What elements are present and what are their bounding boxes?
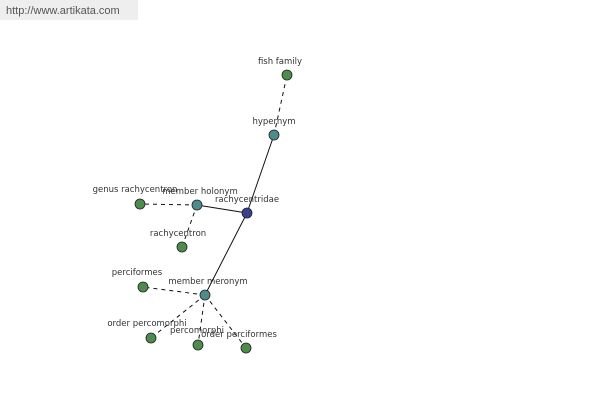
solid-edge [196,204,248,214]
node-label[interactable]: genus rachycentron [93,185,178,195]
node[interactable] [192,339,204,351]
solid-edge [204,212,248,296]
dashed-edge [204,294,247,349]
node[interactable] [199,289,211,301]
node-label[interactable]: percomorphi [170,326,224,336]
node[interactable] [137,281,149,293]
node-label[interactable]: perciformes [112,268,163,278]
site-url[interactable]: http://www.artikata.com [0,0,138,20]
node-label[interactable]: member meronym [168,277,247,287]
dashed-edge [150,294,206,339]
node[interactable] [191,199,203,211]
node-label[interactable]: fish family [258,57,302,67]
node-label[interactable]: order percomorphi [107,319,186,329]
dashed-edge [197,294,206,346]
node[interactable] [281,69,293,81]
node[interactable] [268,129,280,141]
dashed-edge [181,204,198,248]
node-label[interactable]: rachycentron [150,229,206,239]
dashed-edge [142,286,206,296]
node[interactable] [145,332,157,344]
node[interactable] [134,198,146,210]
node-label[interactable]: rachycentridae [215,195,279,205]
node-label[interactable]: member holonym [162,187,237,197]
dashed-edge [139,203,198,206]
node-label[interactable]: order perciformes [201,330,277,340]
node[interactable] [176,241,188,253]
node[interactable] [240,342,252,354]
solid-edge [246,134,275,214]
node-label[interactable]: hypernym [252,117,295,127]
dashed-edge [273,74,288,136]
node[interactable] [241,207,253,219]
